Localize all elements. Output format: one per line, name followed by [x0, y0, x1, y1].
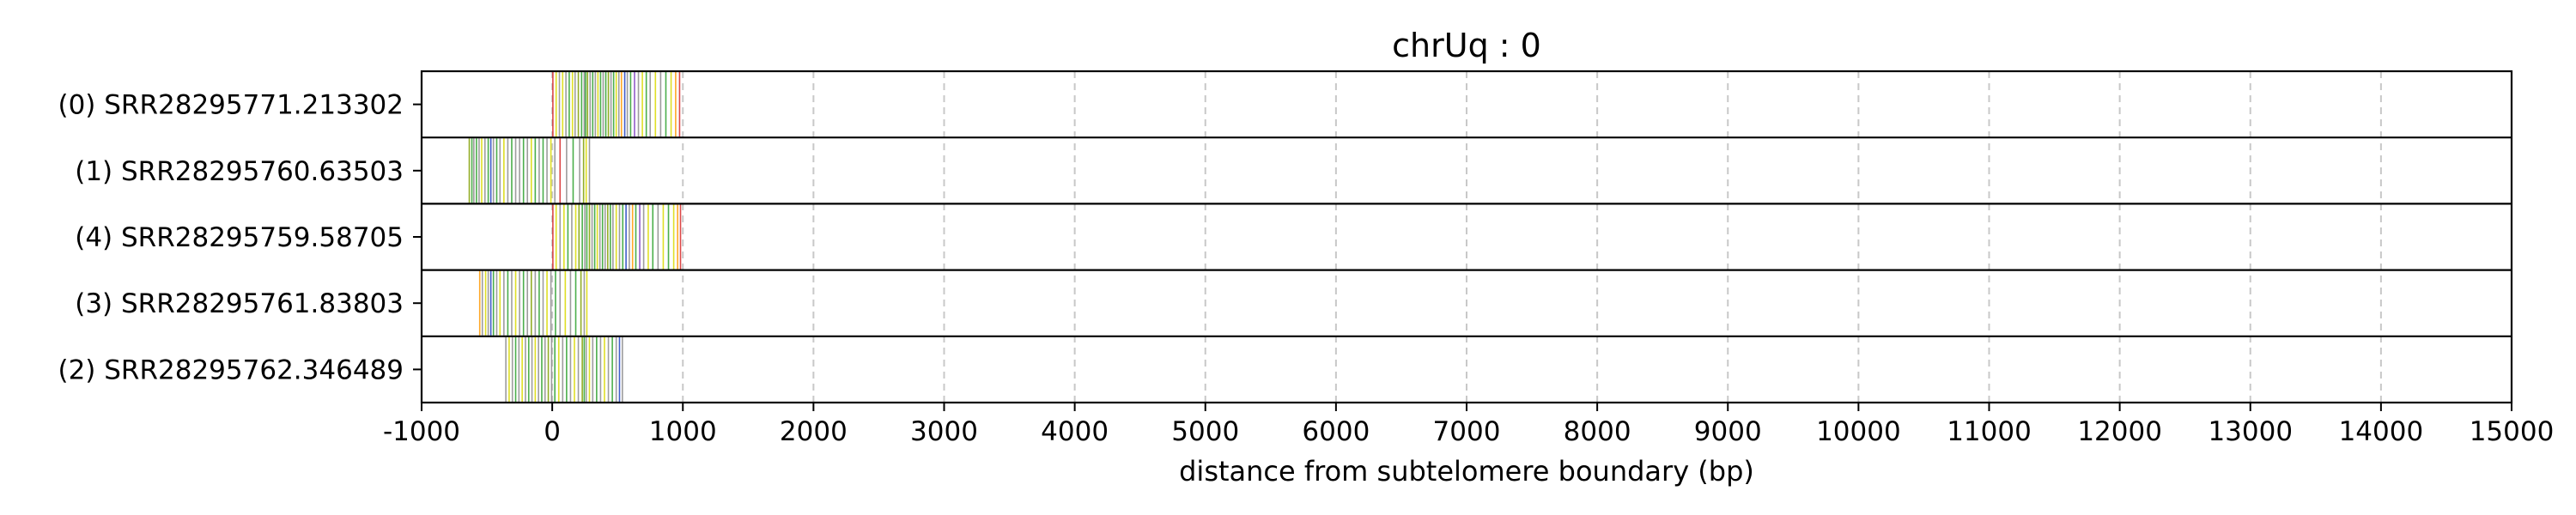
x-tick-label: 3000: [910, 416, 978, 447]
track-row: [552, 204, 682, 270]
x-tick-label: 1000: [649, 416, 717, 447]
track-row: [468, 138, 591, 203]
x-tick-label: 6000: [1302, 416, 1370, 447]
chart-title: chrUq : 0: [1392, 27, 1541, 64]
track-label: (1) SRR28295760.63503: [75, 156, 404, 187]
x-axis-label: distance from subtelomere boundary (bp): [1179, 455, 1754, 488]
x-tick-label: -1000: [383, 416, 460, 447]
track-label: (3) SRR28295761.83803: [75, 288, 404, 319]
grid-layer: [551, 71, 2382, 403]
track-row: [505, 336, 623, 402]
x-tick-label: 7000: [1433, 416, 1501, 447]
x-tick-label: 4000: [1041, 416, 1109, 447]
x-tick-label: 8000: [1564, 416, 1631, 447]
x-tick-label: 14000: [2339, 416, 2424, 447]
track-row: [478, 270, 588, 336]
x-tick-label: 0: [544, 416, 561, 447]
x-tick-label: 10000: [1816, 416, 1901, 447]
x-tick-label: 2000: [780, 416, 848, 447]
x-tick-label: 15000: [2470, 416, 2555, 447]
x-tick-label: 5000: [1171, 416, 1239, 447]
track-label: (4) SRR28295759.58705: [75, 222, 404, 253]
x-tick-label: 11000: [1947, 416, 2032, 447]
track-label: (0) SRR28295771.213302: [58, 90, 404, 121]
x-tick-label: 12000: [2077, 416, 2162, 447]
tracks-layer: [468, 72, 682, 402]
x-axis: -1000 0 1000 2000 3000 4000 5000 6000 7000 8000 90…: [383, 403, 2554, 447]
track-label: (2) SRR28295762.346489: [58, 354, 404, 385]
y-axis: (0) SRR28295771.213302 (1) SRR28295760.63…: [58, 90, 422, 385]
x-tick-label: 9000: [1694, 416, 1762, 447]
track-row: [552, 72, 681, 137]
x-tick-label: 13000: [2208, 416, 2293, 447]
